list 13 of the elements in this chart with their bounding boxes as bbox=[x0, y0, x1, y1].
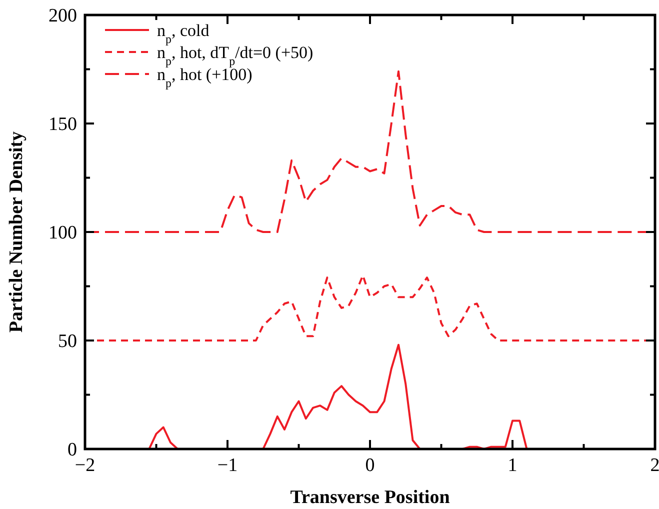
x-tick-label: −1 bbox=[217, 455, 238, 476]
x-tick-label: 2 bbox=[650, 455, 659, 476]
x-tick-label: 0 bbox=[365, 455, 375, 476]
y-axis-title: Particle Number Density bbox=[6, 130, 27, 333]
x-tick-label: −2 bbox=[74, 455, 96, 476]
y-tick-label: 50 bbox=[58, 331, 77, 352]
y-tick-label: 0 bbox=[68, 440, 77, 461]
legend-label: n$_{p}$, cold bbox=[157, 20, 210, 46]
x-axis-title: Transverse Position bbox=[290, 487, 450, 508]
y-tick-label: 100 bbox=[48, 222, 77, 244]
x-tick-label: 1 bbox=[508, 455, 518, 476]
y-tick-label: 150 bbox=[48, 114, 77, 136]
y-tick-label: 200 bbox=[48, 6, 77, 27]
